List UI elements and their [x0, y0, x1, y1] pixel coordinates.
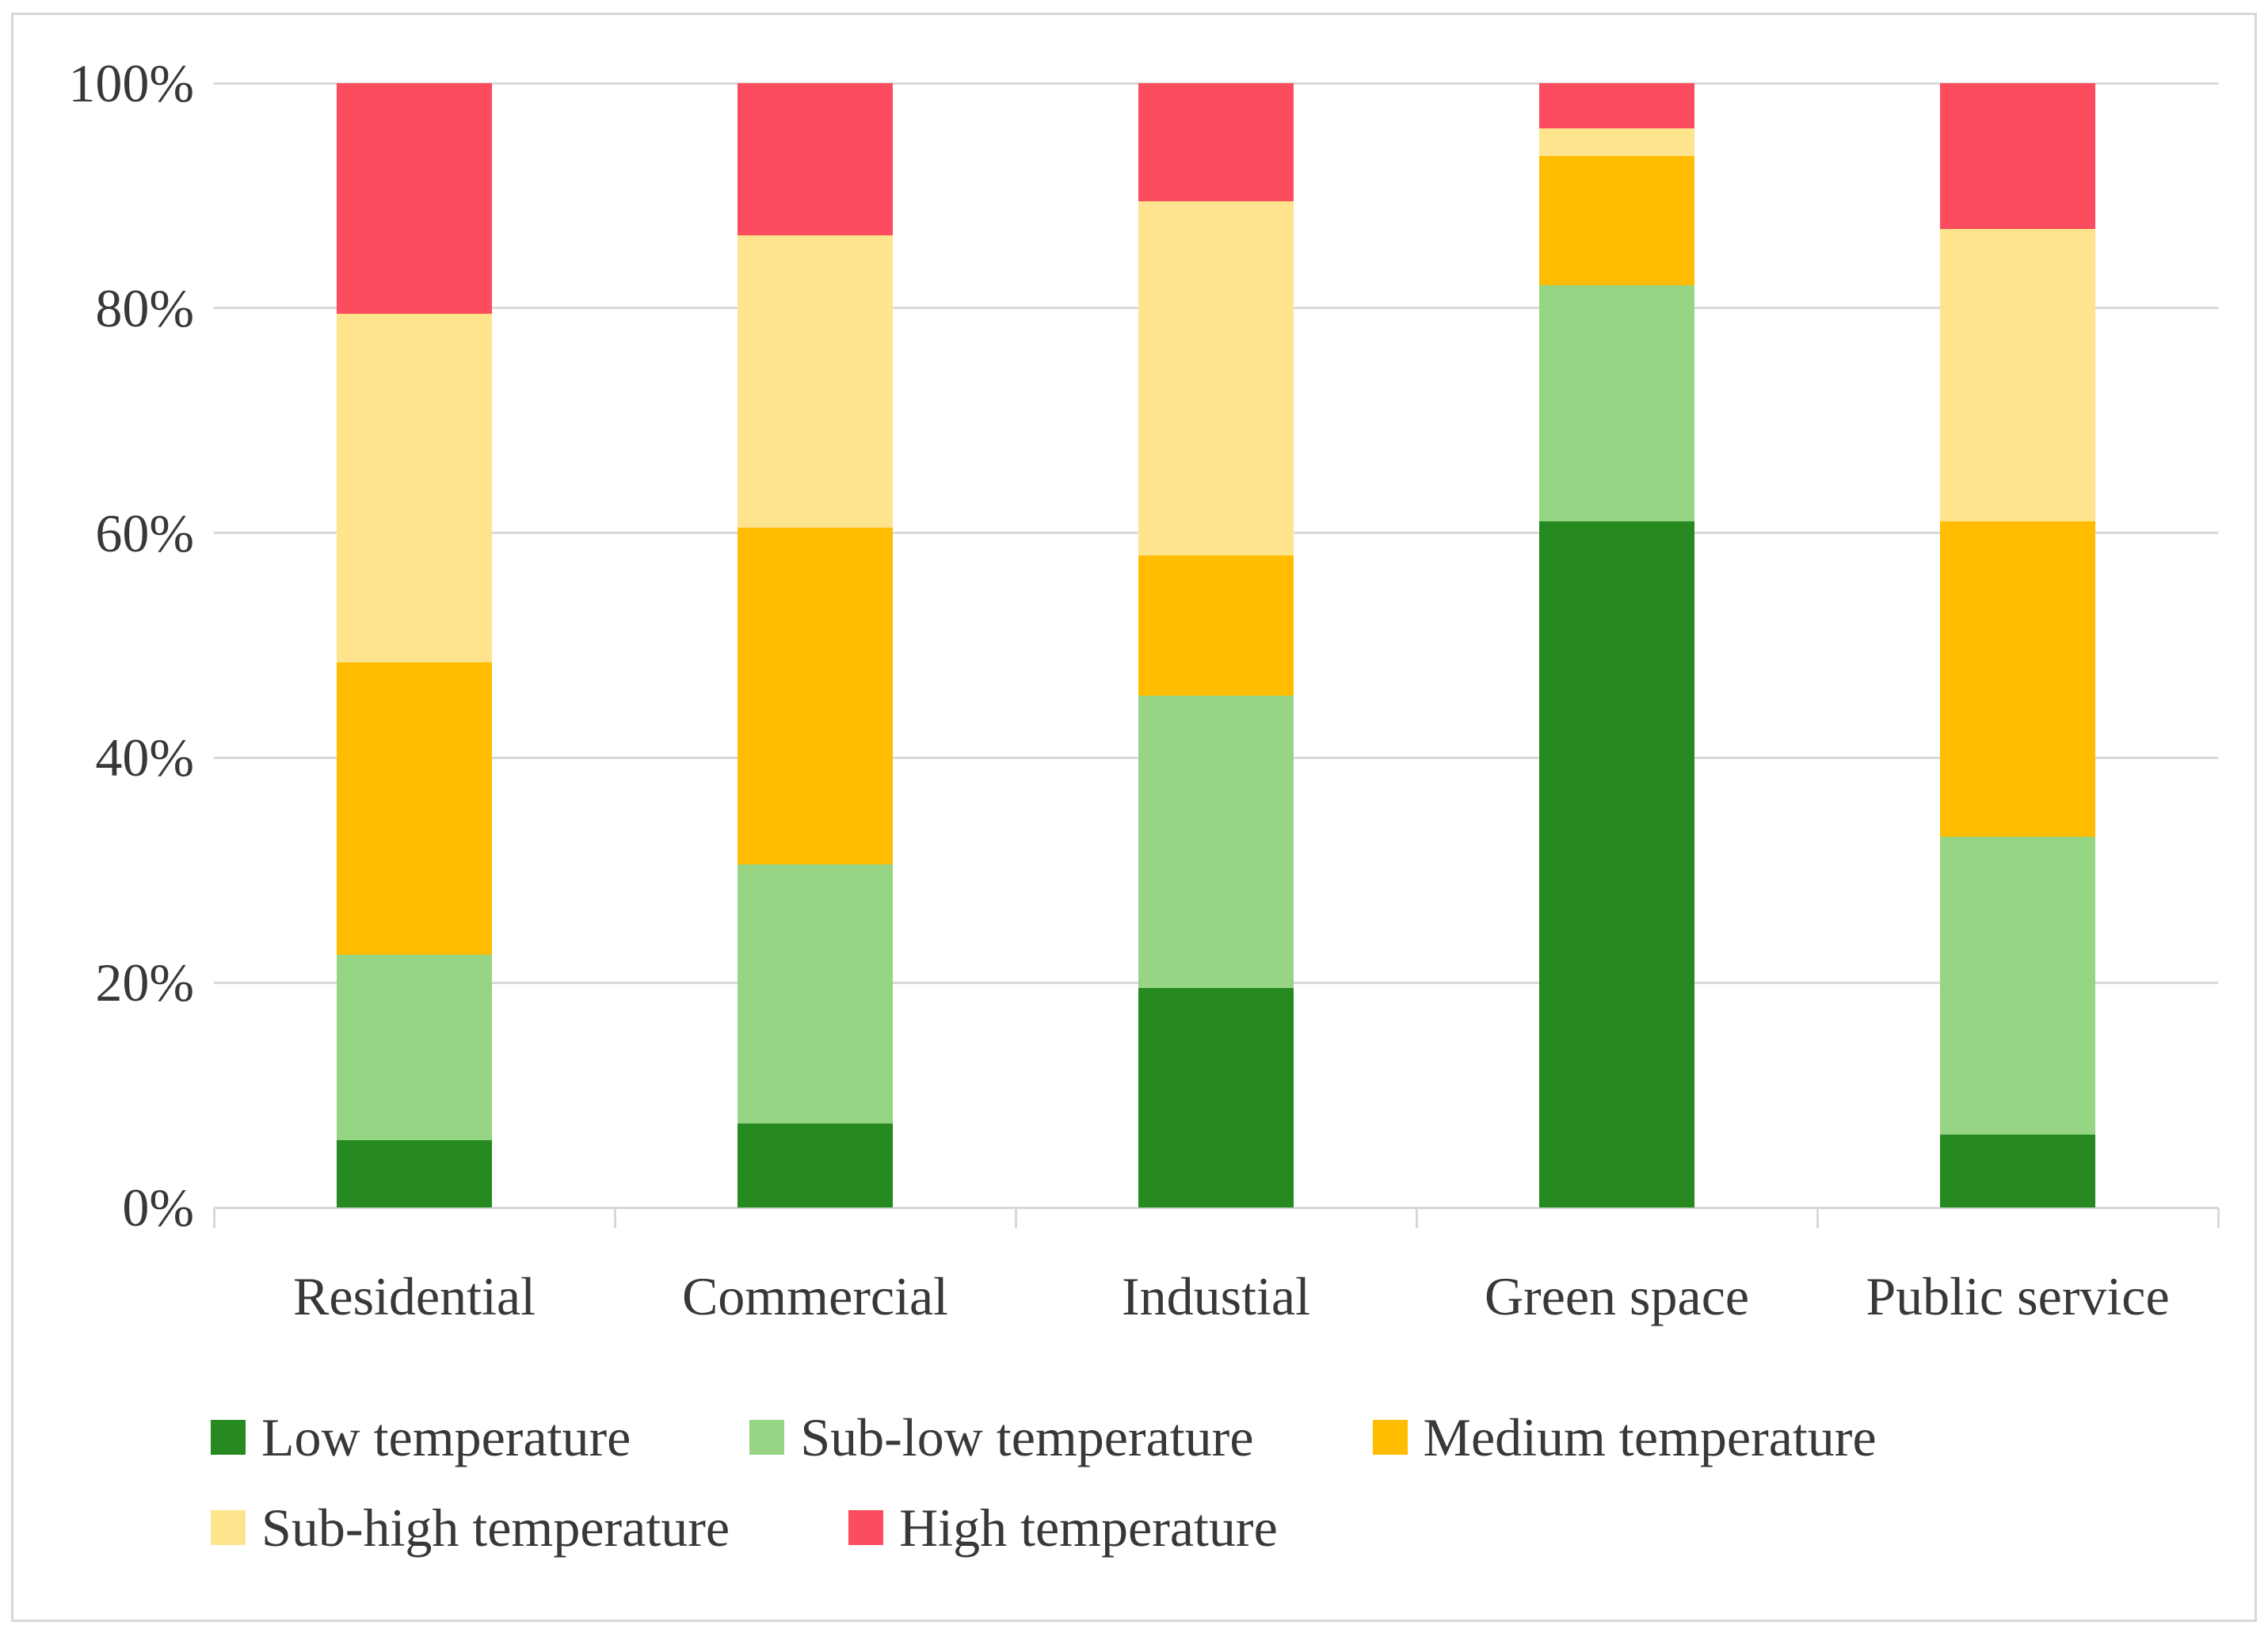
- bar-segment-sub-low-temperature: [1940, 836, 2095, 1135]
- bar-segment-sub-low-temperature: [337, 954, 492, 1140]
- x-axis-boundary-tick: [613, 1208, 616, 1228]
- bar-segment-medium-temperature: [1940, 521, 2095, 837]
- legend-label: Low temperature: [261, 1407, 631, 1467]
- bar-segment-medium-temperature: [1539, 156, 1694, 286]
- bar-segment-sub-high-temperature: [1138, 201, 1294, 555]
- y-axis-tick-label: 100%: [68, 53, 194, 113]
- bar-segment-sub-low-temperature: [1138, 696, 1294, 989]
- legend-swatch-icon: [749, 1420, 785, 1455]
- bar-segment-sub-high-temperature: [1940, 229, 2095, 522]
- bar-segment-medium-temperature: [1138, 555, 1294, 696]
- legend-item-sub-low-temperature: Sub-low temperature: [749, 1399, 1254, 1475]
- bar-residential: [337, 83, 492, 1208]
- bar-industial: [1138, 83, 1294, 1208]
- bar-segment-sub-high-temperature: [738, 235, 893, 528]
- bar-segment-low-temperature: [1940, 1134, 2095, 1208]
- bar-segment-sub-low-temperature: [738, 864, 893, 1124]
- x-axis-label-industial: Industial: [1122, 1266, 1310, 1326]
- legend-label: Sub-high temperature: [261, 1498, 730, 1558]
- bar-segment-low-temperature: [738, 1123, 893, 1208]
- x-axis-label-green-space: Green space: [1484, 1266, 1750, 1326]
- bar-segment-high-temperature: [1539, 83, 1694, 128]
- legend-item-medium-temperature: Medium temperature: [1372, 1399, 1877, 1475]
- legend-swatch-icon: [848, 1510, 884, 1545]
- y-axis-tick-label: 0%: [122, 1177, 194, 1238]
- bar-segment-medium-temperature: [337, 662, 492, 955]
- bar-segment-high-temperature: [337, 83, 492, 314]
- y-axis-tick-label: 80%: [95, 277, 194, 338]
- legend-swatch-icon: [211, 1510, 246, 1545]
- legend-swatch-icon: [1372, 1420, 1408, 1455]
- x-axis-label-commercial: Commercial: [681, 1266, 949, 1326]
- legend-label: High temperature: [899, 1498, 1278, 1558]
- x-axis-boundary-tick: [1014, 1208, 1017, 1228]
- x-axis-label-residential: Residential: [293, 1266, 536, 1326]
- legend-swatch-icon: [211, 1420, 246, 1455]
- gridline-0: [214, 1206, 2218, 1209]
- x-axis-boundary-tick: [1415, 1208, 1418, 1228]
- x-axis-label-public-service: Public service: [1866, 1266, 2170, 1326]
- bar-segment-medium-temperature: [738, 527, 893, 865]
- bar-segment-high-temperature: [1138, 83, 1294, 201]
- x-axis-boundary-tick: [2217, 1208, 2220, 1228]
- legend-item-sub-high-temperature: Sub-high temperature: [211, 1490, 730, 1566]
- bar-commercial: [738, 83, 893, 1208]
- legend-label: Sub-low temperature: [800, 1407, 1254, 1467]
- bar-segment-low-temperature: [1138, 988, 1294, 1208]
- bar-segment-sub-high-temperature: [1539, 128, 1694, 157]
- bar-segment-high-temperature: [1940, 83, 2095, 230]
- bar-segment-sub-high-temperature: [337, 313, 492, 662]
- legend-item-high-temperature: High temperature: [848, 1490, 1278, 1566]
- y-axis-tick-label: 60%: [95, 502, 194, 563]
- y-axis-tick-label: 40%: [95, 727, 194, 788]
- y-axis-tick-label: 20%: [95, 952, 194, 1013]
- legend-label: Medium temperature: [1423, 1407, 1877, 1467]
- gridline-100: [214, 82, 2218, 85]
- bar-segment-sub-low-temperature: [1539, 285, 1694, 522]
- legend: Low temperature Sub-low temperature Medium…: [211, 1399, 2199, 1566]
- bar-public-service: [1940, 83, 2095, 1208]
- legend-item-low-temperature: Low temperature: [211, 1399, 631, 1475]
- x-axis-boundary-tick: [212, 1208, 215, 1228]
- bar-segment-high-temperature: [738, 83, 893, 235]
- x-axis-boundary-tick: [1816, 1208, 1819, 1228]
- bar-segment-low-temperature: [1539, 521, 1694, 1208]
- bar-segment-low-temperature: [337, 1139, 492, 1208]
- bar-green-space: [1539, 83, 1694, 1208]
